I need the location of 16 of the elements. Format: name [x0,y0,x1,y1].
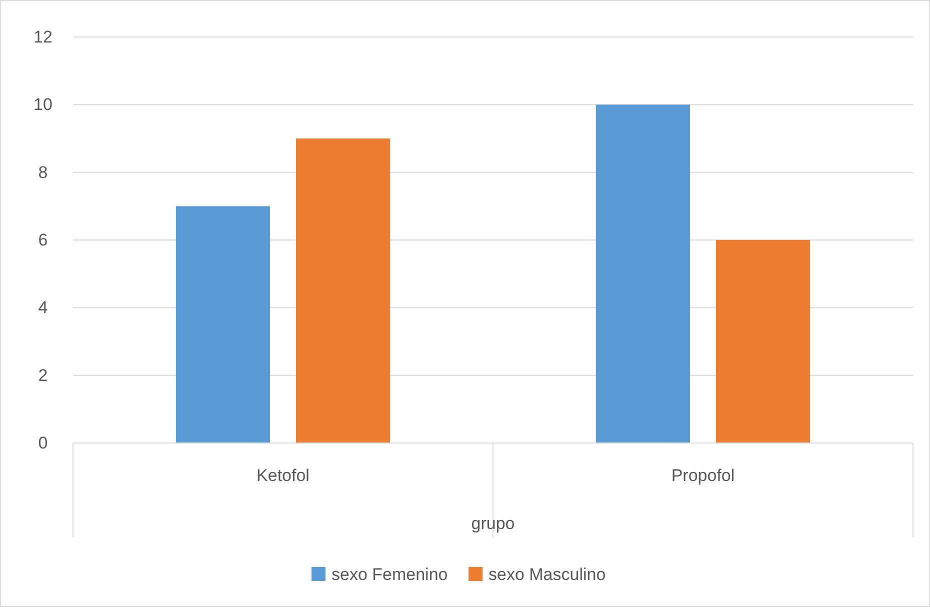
legend-label: sexo Femenino [332,565,448,584]
bar [296,138,390,443]
x-axis-title: grupo [471,514,515,533]
x-tick-label: Ketofol [256,466,310,485]
y-tick-label: 10 [34,95,52,114]
legend-label: sexo Masculino [488,565,606,584]
y-tick-label: 8 [38,162,48,182]
y-tick-label: 12 [34,27,52,46]
bar [176,206,270,443]
y-tick-label: 6 [38,230,48,250]
y-tick-label: 0 [38,433,48,452]
x-tick-label: Propofol [671,466,735,485]
y-tick-label: 2 [38,366,48,385]
y-tick-label: 4 [38,298,48,318]
bar [716,240,810,443]
bar [596,104,690,443]
